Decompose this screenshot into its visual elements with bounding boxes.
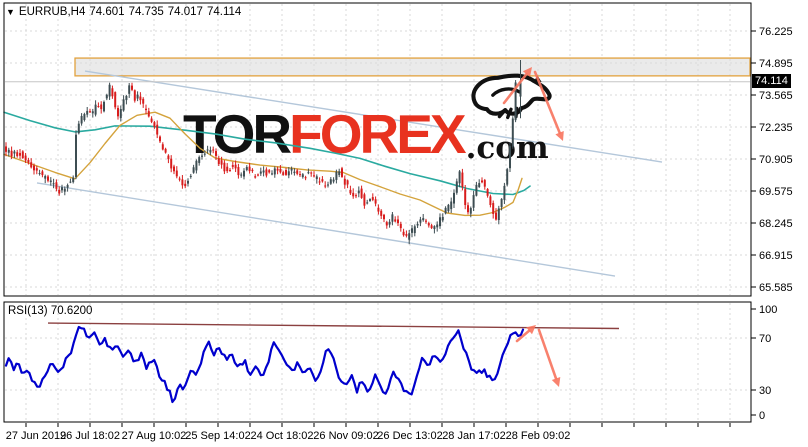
rsi-trendline[interactable] bbox=[47, 322, 620, 330]
rsi-line bbox=[4, 325, 525, 404]
svg-text:24 Oct 18:02: 24 Oct 18:02 bbox=[251, 430, 314, 442]
current-price-tag: 74.114 bbox=[752, 73, 791, 88]
symbol-header[interactable]: ▼ EURRUB,H4 74.601 74.735 74.017 74.114 bbox=[6, 6, 241, 18]
ohlc-low: 74.017 bbox=[167, 6, 203, 18]
symbol-timeframe-label: EURRUB,H4 bbox=[18, 6, 86, 18]
watermark-forex: FOREX bbox=[289, 103, 466, 165]
rsi-axis[interactable]: 100 70 30 0 bbox=[751, 304, 777, 422]
svg-text:0: 0 bbox=[759, 410, 765, 422]
ohlc-high: 74.735 bbox=[128, 6, 164, 18]
svg-text:72.235: 72.235 bbox=[759, 122, 793, 134]
candlesticks bbox=[5, 59, 522, 245]
ohlc-close: 74.114 bbox=[206, 6, 242, 18]
rsi-value: 70.6200 bbox=[50, 305, 93, 317]
svg-text:66.915: 66.915 bbox=[759, 250, 793, 262]
svg-text:70.905: 70.905 bbox=[759, 154, 793, 166]
rsi-panel-border bbox=[3, 301, 752, 423]
forecast-arrows-main[interactable] bbox=[502, 67, 564, 141]
date-gridlines bbox=[25, 4, 731, 421]
panel-borders bbox=[3, 2, 752, 423]
watermark-com: .com bbox=[465, 130, 549, 166]
svg-text:26 Jul 18:02: 26 Jul 18:02 bbox=[60, 430, 120, 442]
svg-text:26 Dec 13:02: 26 Dec 13:02 bbox=[377, 430, 442, 442]
channel-trendlines[interactable] bbox=[36, 70, 663, 277]
watermark-tor: TOR bbox=[183, 103, 292, 165]
svg-text:28 Jan 17:02: 28 Jan 17:02 bbox=[442, 430, 506, 442]
ma-fast-line[interactable] bbox=[3, 111, 523, 217]
ma-slow-line[interactable] bbox=[3, 111, 531, 196]
forecast-arrows-rsi[interactable] bbox=[515, 325, 561, 387]
svg-text:69.575: 69.575 bbox=[759, 186, 793, 198]
trendline-lower bbox=[36, 182, 616, 277]
main-panel-border bbox=[3, 2, 752, 297]
price-gridlines bbox=[5, 30, 750, 288]
price-axis[interactable]: 76.225 74.895 73.565 72.235 70.905 69.575 68.2… bbox=[751, 26, 793, 294]
svg-text:100: 100 bbox=[759, 304, 777, 316]
chevron-down-icon[interactable]: ▼ bbox=[6, 6, 15, 17]
svg-text:28 Feb 09:02: 28 Feb 09:02 bbox=[506, 430, 571, 442]
rsi-name: RSI(13) bbox=[8, 305, 48, 317]
svg-text:30: 30 bbox=[759, 385, 771, 397]
svg-text:27 Jun 2019: 27 Jun 2019 bbox=[6, 430, 67, 442]
svg-text:65.585: 65.585 bbox=[759, 282, 793, 294]
trendline-upper bbox=[84, 70, 663, 163]
svg-text:68.245: 68.245 bbox=[759, 218, 793, 230]
current-price-value: 74.114 bbox=[755, 74, 788, 87]
rsi-gridlines bbox=[5, 337, 750, 391]
svg-text:27 Aug 10:02: 27 Aug 10:02 bbox=[122, 430, 187, 442]
torforex-watermark: TOR FOREX .com bbox=[183, 70, 554, 166]
svg-text:70: 70 bbox=[759, 333, 771, 345]
svg-text:74.895: 74.895 bbox=[759, 58, 793, 70]
resistance-zone-border[interactable] bbox=[74, 57, 751, 77]
ohlc-open: 74.601 bbox=[89, 6, 125, 18]
svg-text:25 Sep 14:02: 25 Sep 14:02 bbox=[185, 430, 250, 442]
svg-text:73.565: 73.565 bbox=[759, 90, 793, 102]
svg-text:26 Nov 09:02: 26 Nov 09:02 bbox=[313, 430, 378, 442]
svg-text:76.225: 76.225 bbox=[759, 26, 793, 38]
rsi-indicator-label: RSI(13) 70.6200 bbox=[8, 305, 92, 317]
